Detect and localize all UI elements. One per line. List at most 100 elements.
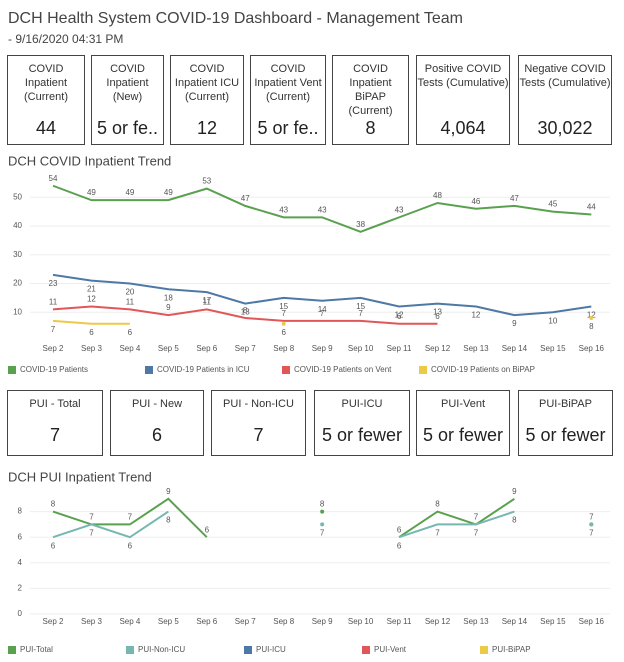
y-tick-label: 30	[13, 250, 22, 259]
data-label: 10	[548, 316, 557, 325]
data-label: 21	[87, 285, 96, 294]
kpi-label: PUI-Vent	[440, 398, 486, 410]
data-label: 48	[433, 191, 442, 200]
data-label: 12	[87, 295, 96, 304]
kpi-card: COVID Inpatient BiPAP (Current) 8	[332, 55, 409, 145]
kpi-card: COVID Inpatient ICU (Current) 12	[170, 55, 244, 145]
y-tick-label: 0	[18, 609, 23, 618]
data-label: 6	[397, 525, 402, 534]
kpi-value: 44	[35, 118, 57, 138]
data-label: 7	[320, 529, 325, 538]
legend-swatch	[419, 366, 427, 374]
x-tick-label: Sep 5	[158, 344, 179, 353]
x-tick-label: Sep 13	[463, 344, 489, 353]
x-tick-label: Sep 15	[540, 344, 566, 353]
kpi-label: Negative COVID Tests (Cumulative)	[519, 63, 611, 89]
data-label: 7	[435, 529, 440, 538]
legend-label: COVID-19 Patients on BiPAP	[431, 365, 535, 374]
data-label: 12	[395, 311, 404, 320]
legend-swatch	[126, 646, 134, 654]
x-tick-label: Sep 3	[81, 344, 102, 353]
data-label: 54	[49, 174, 58, 183]
kpi-card: PUI - Total 7	[7, 390, 103, 456]
kpi-value: 5 or fe..	[96, 118, 159, 138]
data-label: 7	[589, 513, 594, 522]
kpi-card: PUI - Non-ICU 7	[211, 390, 306, 456]
chart-title: DCH COVID Inpatient Trend	[8, 153, 171, 168]
data-label: 43	[279, 205, 288, 214]
x-tick-label: Sep 8	[273, 617, 294, 626]
data-label: 43	[395, 205, 404, 214]
x-tick-label: Sep 2	[43, 344, 64, 353]
data-label: 8	[512, 516, 517, 525]
kpi-value: 7	[49, 425, 60, 445]
data-label: 7	[89, 513, 94, 522]
kpi-card: COVID Inpatient (Current) 44	[7, 55, 85, 145]
point	[281, 321, 286, 326]
kpi-label: PUI - New	[131, 398, 183, 410]
data-label: 9	[512, 319, 517, 328]
data-label: 46	[471, 197, 480, 206]
kpi-label: COVID Inpatient (Current)	[23, 63, 68, 103]
x-tick-label: Sep 10	[348, 617, 374, 626]
y-tick-label: 6	[18, 532, 23, 541]
y-tick-label: 40	[13, 221, 22, 230]
data-label: 8	[51, 500, 56, 509]
x-tick-label: Sep 14	[502, 617, 528, 626]
data-label: 11	[126, 297, 135, 306]
data-label: 7	[589, 529, 594, 538]
data-label: 9	[166, 487, 171, 496]
data-label: 6	[89, 328, 94, 337]
x-tick-label: Sep 12	[425, 344, 451, 353]
y-tick-label: 20	[13, 279, 22, 288]
kpi-card: Negative COVID Tests (Cumulative) 30,022	[518, 55, 612, 145]
kpi-value: 4,064	[440, 118, 486, 138]
kpi-card: PUI-BiPAP 5 or fewer	[518, 390, 613, 456]
kpi-label: PUI - Non-ICU	[223, 398, 294, 410]
legend-swatch	[8, 366, 16, 374]
legend-label: PUI-ICU	[256, 645, 286, 654]
data-label: 12	[471, 311, 480, 320]
data-label: 7	[474, 529, 479, 538]
data-label: 47	[241, 194, 250, 203]
x-tick-label: Sep 4	[119, 617, 140, 626]
x-tick-label: Sep 8	[273, 344, 294, 353]
legend-swatch	[480, 646, 488, 654]
y-tick-label: 2	[18, 584, 23, 593]
data-label: 20	[125, 288, 134, 297]
kpi-value: 5 or fe..	[257, 118, 319, 138]
data-label: 7	[51, 325, 56, 334]
point	[589, 316, 594, 320]
x-tick-label: Sep 2	[43, 617, 64, 626]
kpi-value: 6	[151, 425, 162, 445]
x-tick-label: Sep 12	[425, 617, 451, 626]
x-tick-label: Sep 13	[463, 617, 489, 626]
data-label: 13	[241, 308, 250, 317]
x-tick-label: Sep 9	[312, 344, 333, 353]
data-label: 9	[166, 303, 171, 312]
legend-swatch	[8, 646, 16, 654]
data-label: 9	[512, 487, 517, 496]
kpi-label: COVID Inpatient Vent (Current)	[254, 63, 322, 103]
legend-swatch	[145, 366, 153, 374]
data-label: 18	[164, 293, 173, 302]
legend-label: COVID-19 Patients	[20, 365, 88, 374]
series-line	[52, 184, 592, 233]
y-tick-label: 10	[13, 307, 22, 316]
kpi-value: 5 or fewer	[525, 425, 606, 445]
kpi-label: PUI-ICU	[341, 398, 383, 410]
point	[320, 522, 325, 527]
legend-label: COVID-19 Patients in ICU	[157, 365, 250, 374]
kpi-value: 7	[253, 425, 264, 445]
legend-swatch	[282, 366, 290, 374]
kpi-card: COVID Inpatient Vent (Current) 5 or fe..	[250, 55, 326, 145]
data-label: 8	[243, 306, 248, 315]
x-tick-label: Sep 5	[158, 617, 179, 626]
kpi-label: PUI - Total	[29, 398, 81, 410]
data-label: 44	[587, 203, 596, 212]
data-label: 49	[87, 188, 96, 197]
data-label: 23	[49, 279, 58, 288]
kpi-card: PUI - New 6	[110, 390, 204, 456]
